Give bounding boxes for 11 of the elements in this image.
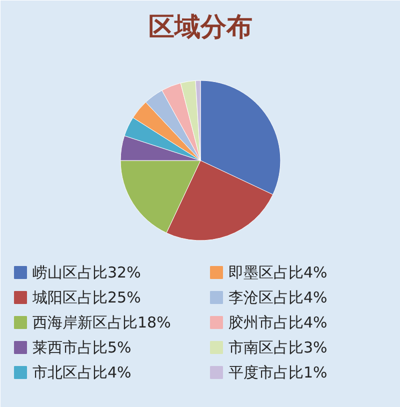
legend-label: 城阳区占比25% — [32, 288, 141, 306]
chart-title: 区域分布 — [148, 12, 252, 42]
legend-label: 崂山区占比32% — [32, 264, 141, 282]
legend-label: 市南区占比3% — [228, 338, 328, 356]
legend-label: 市北区占比4% — [32, 364, 132, 382]
legend-label: 平度市占比1% — [228, 364, 328, 382]
legend-label: 莱西市占比5% — [32, 338, 132, 356]
legend-label: 胶州市占比4% — [228, 314, 328, 332]
legend-label: 李沧区占比4% — [228, 288, 328, 306]
legend-label: 西海岸新区占比18% — [32, 314, 171, 332]
legend-label: 即墨区占比4% — [228, 264, 328, 282]
